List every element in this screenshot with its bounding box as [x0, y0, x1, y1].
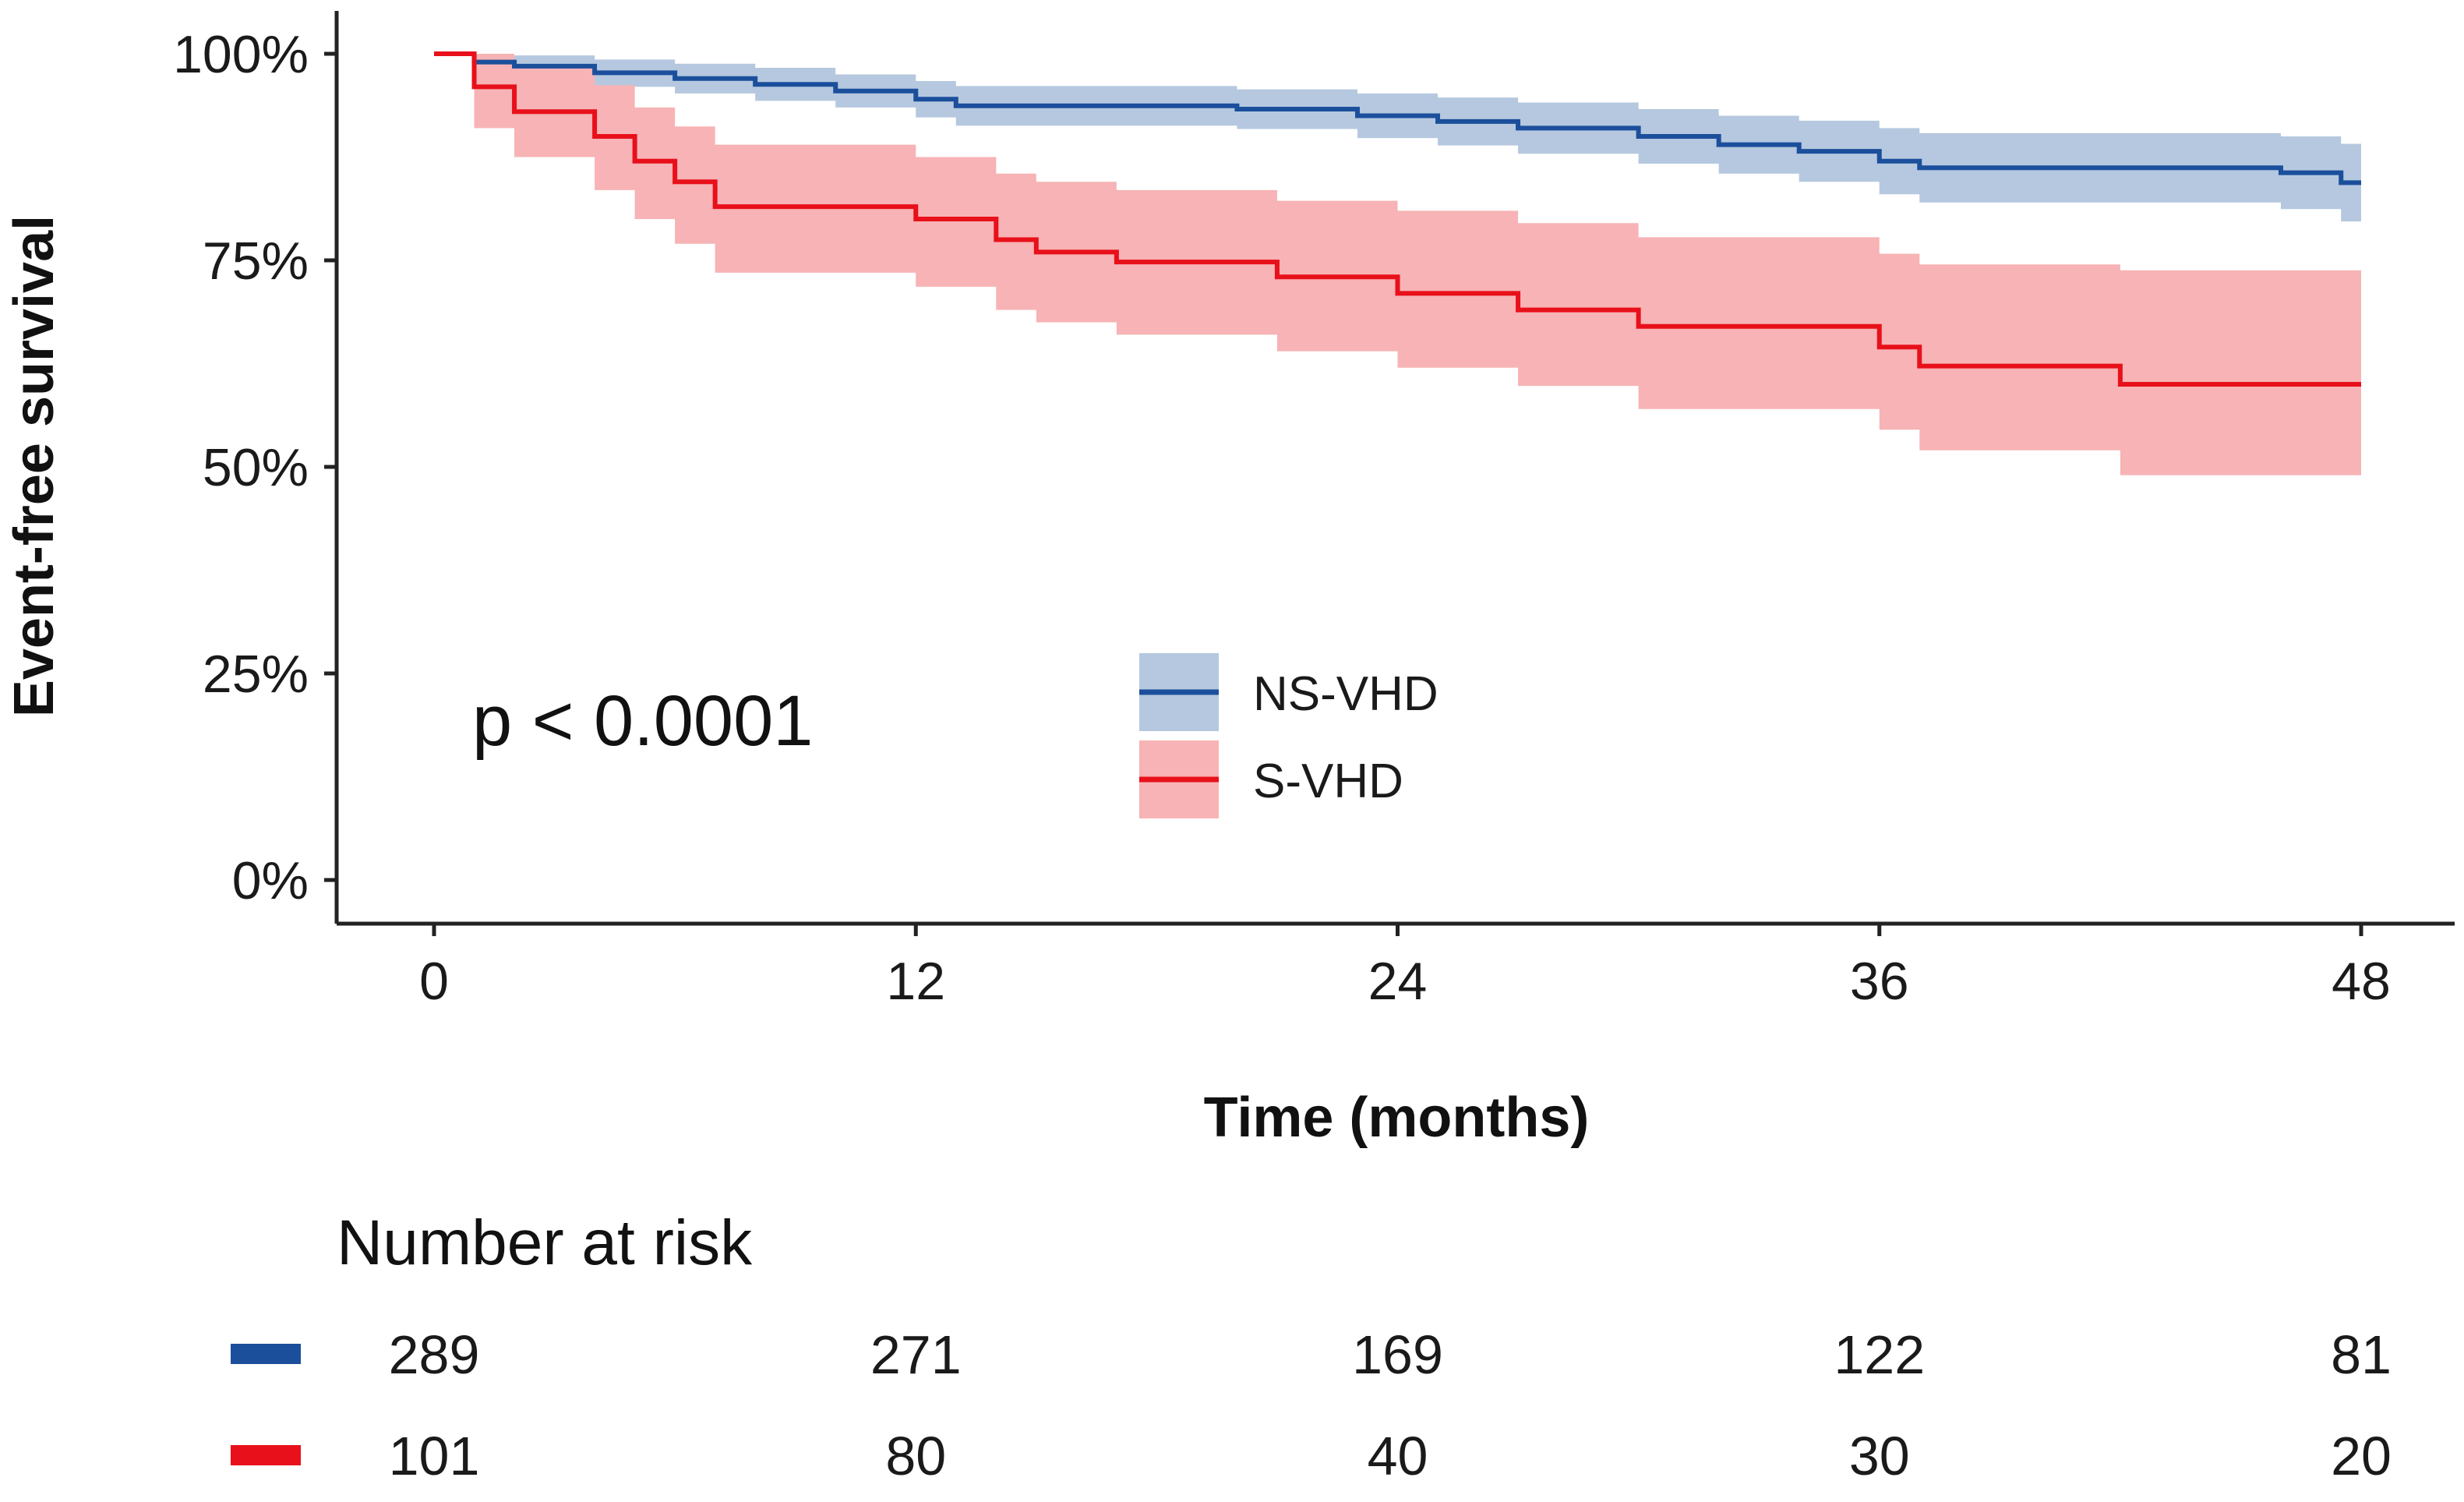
risk-row-ns-vhd-swatch [231, 1344, 301, 1364]
x-tick-label: 36 [1850, 952, 1909, 1011]
y-axis-title: Event-free survival [3, 215, 65, 717]
risk-table-title: Number at risk [337, 1207, 753, 1278]
legend-ns-vhd-label: NS-VHD [1253, 667, 1439, 721]
risk-row-s-vhd-swatch [231, 1445, 301, 1465]
survival-curves [434, 51, 2361, 387]
risk-count-ns-vhd: 169 [1352, 1324, 1443, 1385]
x-tick-label: 0 [419, 952, 449, 1011]
risk-count-s-vhd: 101 [389, 1426, 480, 1486]
risk-count-ns-vhd: 271 [870, 1324, 962, 1385]
s-vhd-survival-curve [434, 51, 2361, 387]
risk-table: 289 271 169 122 81 101 80 40 30 20 [231, 1324, 2392, 1486]
x-tick-label: 24 [1368, 952, 1428, 1011]
legend-s-vhd-label: S-VHD [1253, 755, 1403, 808]
risk-count-s-vhd: 30 [1849, 1426, 1910, 1486]
y-tick-label: 100% [173, 25, 309, 84]
x-ticks: 0 12 24 36 48 [419, 924, 2391, 1011]
risk-count-s-vhd: 80 [885, 1426, 946, 1486]
y-ticks: 0% 25% 50% 75% 100% [173, 25, 337, 910]
risk-count-ns-vhd: 122 [1834, 1324, 1925, 1385]
x-tick-label: 12 [886, 952, 945, 1011]
risk-count-ns-vhd: 289 [389, 1324, 480, 1385]
ns-vhd-survival-curve [434, 51, 2361, 186]
risk-count-ns-vhd: 81 [2331, 1324, 2392, 1385]
legend: NS-VHD S-VHD [1139, 653, 1439, 818]
y-tick-label: 50% [203, 438, 309, 497]
s-vhd-confidence-band [434, 54, 2361, 475]
p-value-annotation: p < 0.0001 [472, 681, 813, 761]
y-tick-label: 75% [203, 231, 309, 291]
risk-count-s-vhd: 40 [1368, 1426, 1428, 1486]
y-tick-label: 25% [203, 645, 309, 704]
x-axis-title: Time (months) [1204, 1087, 1590, 1149]
y-tick-label: 0% [232, 851, 309, 910]
x-tick-label: 48 [2332, 952, 2391, 1011]
risk-count-s-vhd: 20 [2331, 1426, 2392, 1486]
